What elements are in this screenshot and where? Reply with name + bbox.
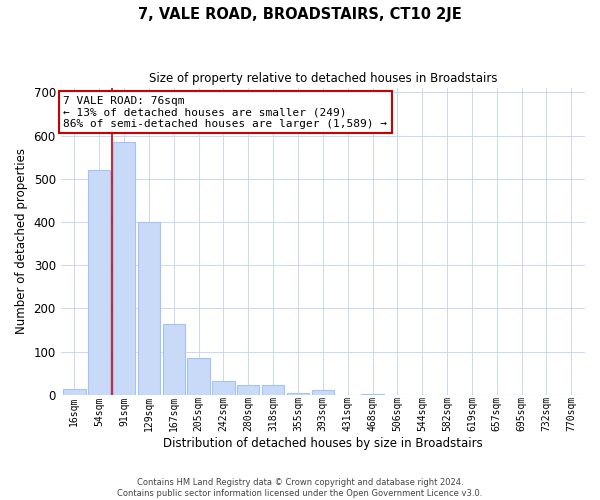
X-axis label: Distribution of detached houses by size in Broadstairs: Distribution of detached houses by size … xyxy=(163,437,483,450)
Bar xyxy=(262,385,284,395)
Bar xyxy=(163,324,185,395)
Y-axis label: Number of detached properties: Number of detached properties xyxy=(15,148,28,334)
Title: Size of property relative to detached houses in Broadstairs: Size of property relative to detached ho… xyxy=(149,72,497,86)
Bar xyxy=(287,392,309,395)
Bar xyxy=(113,142,135,395)
Bar xyxy=(187,358,210,395)
Bar xyxy=(212,380,235,395)
Bar xyxy=(361,394,384,395)
Text: 7 VALE ROAD: 76sqm
← 13% of detached houses are smaller (249)
86% of semi-detach: 7 VALE ROAD: 76sqm ← 13% of detached hou… xyxy=(63,96,387,129)
Bar xyxy=(138,222,160,395)
Bar xyxy=(237,386,259,395)
Bar xyxy=(88,170,110,395)
Bar xyxy=(311,390,334,395)
Text: Contains HM Land Registry data © Crown copyright and database right 2024.
Contai: Contains HM Land Registry data © Crown c… xyxy=(118,478,482,498)
Bar xyxy=(63,389,86,395)
Text: 7, VALE ROAD, BROADSTAIRS, CT10 2JE: 7, VALE ROAD, BROADSTAIRS, CT10 2JE xyxy=(138,8,462,22)
